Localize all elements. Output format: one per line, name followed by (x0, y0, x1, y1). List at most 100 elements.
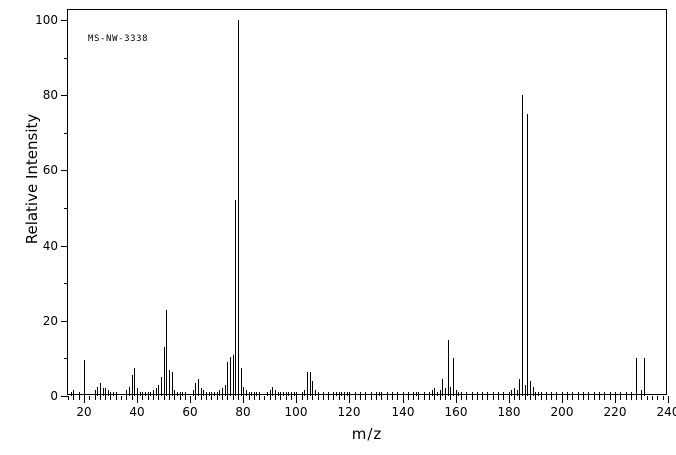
spectrum-peak (599, 392, 600, 396)
y-axis-minor-tick (64, 132, 68, 134)
x-axis-minor-tick (450, 396, 451, 400)
x-axis-minor-tick (323, 396, 324, 400)
x-axis-minor-tick (328, 396, 329, 400)
x-axis-tick-label: 120 (337, 405, 361, 419)
spectrum-peak (517, 390, 518, 396)
spectrum-peak (641, 390, 642, 396)
spectrum-peak (328, 392, 329, 396)
x-axis-tick-label: 140 (391, 405, 415, 419)
spectrum-peak (594, 392, 595, 396)
spectrum-peak (429, 392, 430, 396)
spectrum-peak (206, 392, 207, 396)
x-axis-minor-tick (211, 396, 212, 400)
spectrum-peak (211, 392, 212, 396)
spectrum-peak (174, 390, 175, 396)
spectrum-peak (482, 392, 483, 396)
x-axis-minor-tick (371, 396, 372, 400)
x-axis-minor-tick (116, 396, 117, 400)
spectrum-peak (636, 358, 637, 396)
x-axis-tick-label: 160 (444, 405, 468, 419)
x-axis-minor-tick (387, 396, 388, 400)
x-axis-minor-tick (620, 396, 621, 400)
x-axis-minor-tick (535, 396, 536, 400)
x-axis-title: m/z (351, 425, 383, 443)
spectrum-peak (108, 390, 109, 396)
spectrum-peak (349, 392, 350, 396)
x-axis-minor-tick (238, 396, 239, 400)
x-axis-minor-tick (418, 396, 419, 400)
x-axis-minor-tick (631, 396, 632, 400)
spectrum-peak (530, 380, 531, 396)
x-axis-minor-tick (636, 396, 637, 400)
spectrum-peak (631, 392, 632, 396)
spectrum-peak (583, 392, 584, 396)
spectrum-peak (546, 392, 547, 396)
spectrum-peak (487, 392, 488, 396)
spectrum-peak (132, 375, 133, 396)
x-axis-minor-tick (657, 396, 658, 400)
x-axis-major-tick (615, 396, 616, 403)
spectrum-peak (137, 388, 138, 396)
spectrum-peak (578, 392, 579, 396)
spectrum-peak (442, 379, 443, 396)
spectrum-peak (100, 382, 101, 396)
spectrum-peak (556, 392, 557, 396)
x-axis-minor-tick (180, 396, 181, 400)
spectrum-peak (610, 392, 611, 396)
spectrum-peak (620, 392, 621, 396)
spectrum-peak (116, 392, 117, 396)
spectrum-peak (198, 379, 199, 396)
spectrum-peak (519, 379, 520, 396)
spectrum-peak (251, 392, 252, 396)
x-axis-minor-tick (148, 396, 149, 400)
x-axis-minor-tick (445, 396, 446, 400)
y-axis-tick-label: 0 (50, 389, 58, 403)
x-axis-minor-tick (556, 396, 557, 400)
x-axis-minor-tick (344, 396, 345, 400)
y-axis-major-tick (61, 170, 68, 172)
x-axis-minor-tick (206, 396, 207, 400)
x-axis-minor-tick (185, 396, 186, 400)
spectrum-peak (227, 362, 228, 396)
x-axis-minor-tick (503, 396, 504, 400)
x-axis-minor-tick (264, 396, 265, 400)
x-axis-minor-tick (461, 396, 462, 400)
x-axis-minor-tick (142, 396, 143, 400)
x-axis-minor-tick (482, 396, 483, 400)
x-axis-minor-tick (472, 396, 473, 400)
spectrum-peak (562, 392, 563, 396)
x-axis-ticks: 20 40 60 80 100 120 140 160 180 200 220 240 (68, 396, 676, 426)
x-axis-minor-tick (307, 396, 308, 400)
x-axis-minor-tick (392, 396, 393, 400)
spectrum-peak (493, 392, 494, 396)
spectrum-peak (241, 367, 242, 396)
y-axis-minor-tick (64, 208, 68, 209)
spectrum-peak (142, 392, 143, 396)
x-axis-minor-tick (599, 396, 600, 400)
spectrum-peak (307, 371, 308, 396)
spectrum-peak (472, 392, 473, 396)
spectrum-peak (288, 392, 289, 396)
spectrum-peak (267, 392, 268, 396)
spectrum-peak (272, 386, 273, 396)
spectrum-peak (193, 390, 194, 396)
spectrum-peak (256, 392, 257, 396)
x-axis-minor-tick (95, 396, 96, 400)
spectrum-peak (302, 392, 303, 396)
spectrum-peak (498, 392, 499, 396)
x-axis-minor-tick (174, 396, 175, 400)
spectrum-peak (203, 390, 204, 396)
x-axis-minor-tick (217, 396, 218, 400)
x-axis-minor-tick (286, 396, 287, 400)
x-axis-minor-tick (408, 396, 409, 400)
spectrum-peak (541, 392, 542, 396)
x-axis-minor-tick (355, 396, 356, 400)
spectrum-peak (445, 388, 446, 396)
spectrum-peak (161, 377, 162, 396)
spectrum-peak (403, 392, 404, 396)
spectrum-peak (254, 392, 255, 396)
spectrum-peak (225, 384, 226, 396)
spectrum-peak (381, 392, 382, 396)
spectrum-peak (283, 392, 284, 396)
spectrum-peak (158, 384, 159, 396)
